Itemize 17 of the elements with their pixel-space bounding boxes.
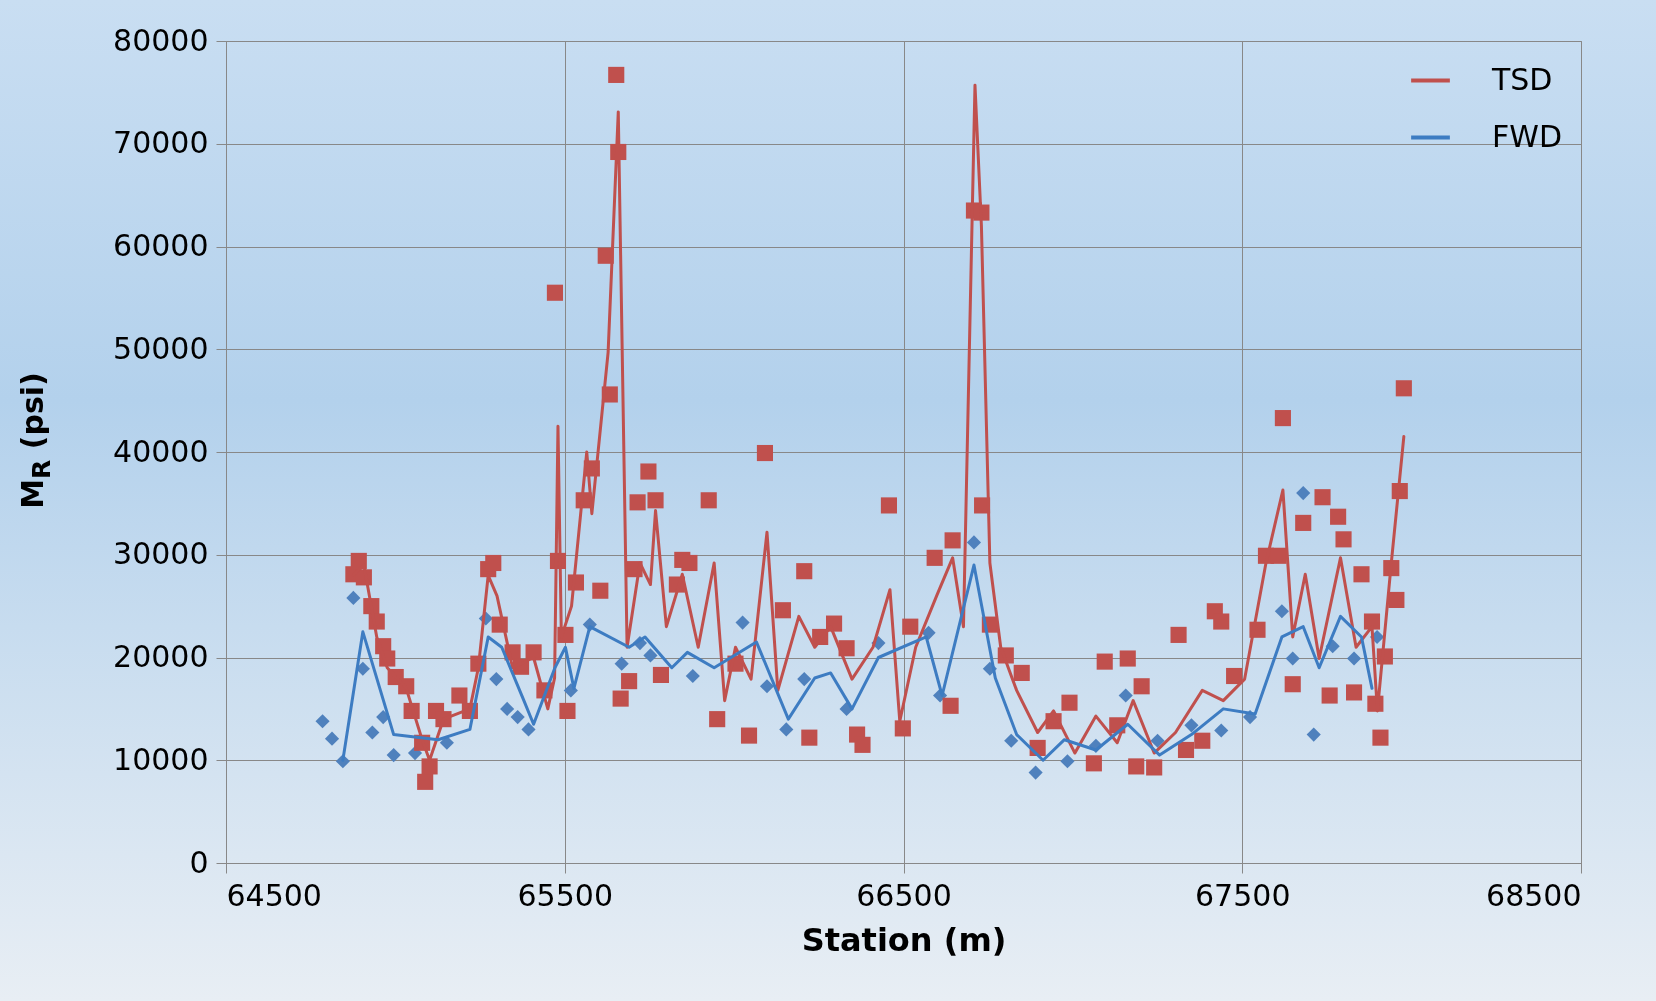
x-tick-label: 68500 — [1486, 877, 1582, 913]
y-tick-label: 10000 — [113, 741, 209, 777]
y-tick-label: 30000 — [113, 536, 209, 572]
y-tick-label: 50000 — [113, 330, 209, 366]
x-tick-label: 65500 — [517, 877, 613, 913]
y-tick-label: 60000 — [113, 228, 209, 263]
legend-label: FWD — [1492, 118, 1563, 154]
x-tick-label: 66500 — [856, 877, 952, 913]
x-tick-label: 67500 — [1195, 877, 1291, 913]
y-tick-label: 20000 — [113, 639, 209, 674]
y-tick-label: 0 — [189, 844, 209, 880]
y-tick-label: 70000 — [113, 125, 209, 161]
y-tick-label: 40000 — [113, 433, 209, 469]
x-axis-title: Station (m) — [801, 920, 1007, 959]
x-tick-label: 64500 — [226, 877, 322, 913]
y-tick-label: 80000 — [113, 22, 209, 58]
legend-label: TSD — [1491, 61, 1553, 97]
